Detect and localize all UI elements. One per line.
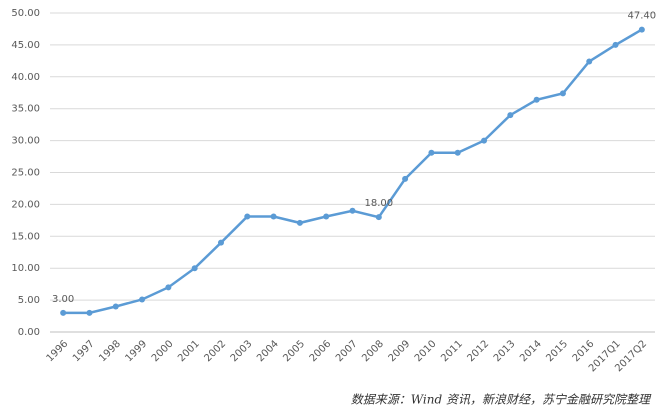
point xyxy=(86,309,93,316)
point xyxy=(533,96,540,103)
y-tick-label: 45.00 xyxy=(11,40,40,51)
point xyxy=(507,112,514,119)
point xyxy=(217,239,224,246)
x-tick-label: 2005 xyxy=(281,338,307,364)
point xyxy=(428,149,435,156)
x-tick-label: 1998 xyxy=(97,338,123,364)
x-tick-label: 2003 xyxy=(229,338,255,364)
x-tick-label: 1999 xyxy=(124,338,150,364)
point xyxy=(402,175,409,182)
x-tick-label: 2006 xyxy=(308,338,334,364)
x-tick-label: 2013 xyxy=(492,338,518,364)
data-label: 18.00 xyxy=(364,198,393,209)
source-note: 数据来源：Wind 资讯，新浪财经，苏宁金融研究院整理 xyxy=(351,393,652,407)
x-tick-label: 2015 xyxy=(544,338,570,364)
x-tick-label: 2007 xyxy=(334,338,360,364)
point xyxy=(296,219,303,226)
y-tick-label: 25.00 xyxy=(11,168,40,179)
point xyxy=(454,149,461,156)
x-tick-label: 2002 xyxy=(202,338,228,364)
line xyxy=(63,28,643,315)
x-tick-label: 2001 xyxy=(176,338,202,364)
x-tick-label: 2012 xyxy=(465,338,491,364)
point xyxy=(165,284,172,291)
x-tick-label: 1997 xyxy=(71,338,97,364)
y-tick-label: 30.00 xyxy=(11,136,40,147)
point xyxy=(481,137,488,144)
x-tick-label: 2008 xyxy=(360,338,386,364)
data-label: 3.00 xyxy=(52,294,74,305)
y-tick-label: 10.00 xyxy=(11,263,40,274)
point xyxy=(323,213,330,220)
y-tick-label: 35.00 xyxy=(11,104,40,115)
point xyxy=(139,296,146,303)
y-tick-label: 5.00 xyxy=(18,295,40,306)
point xyxy=(349,207,356,214)
x-tick-label: 2004 xyxy=(255,338,281,364)
point xyxy=(112,303,119,310)
y-tick-label: 15.00 xyxy=(11,231,40,242)
data-label: 47.40 xyxy=(628,11,657,22)
point xyxy=(612,41,619,48)
point xyxy=(191,265,198,272)
point xyxy=(586,58,593,65)
point xyxy=(375,214,382,221)
point xyxy=(270,213,277,220)
point xyxy=(60,309,67,316)
x-tick-label: 2000 xyxy=(150,338,176,364)
point xyxy=(559,90,566,97)
x-tick-label: 2009 xyxy=(387,338,413,364)
x-tick-label: 2010 xyxy=(413,338,439,364)
y-tick-label: 0.00 xyxy=(18,327,40,338)
x-tick-label: 2011 xyxy=(439,338,465,364)
y-tick-label: 20.00 xyxy=(11,199,40,210)
point xyxy=(244,213,251,220)
point xyxy=(638,26,645,33)
y-tick-label: 40.00 xyxy=(11,72,40,83)
y-tick-label: 50.00 xyxy=(11,8,40,19)
x-tick-label: 2014 xyxy=(518,338,544,364)
x-tick-label: 1996 xyxy=(45,338,71,364)
